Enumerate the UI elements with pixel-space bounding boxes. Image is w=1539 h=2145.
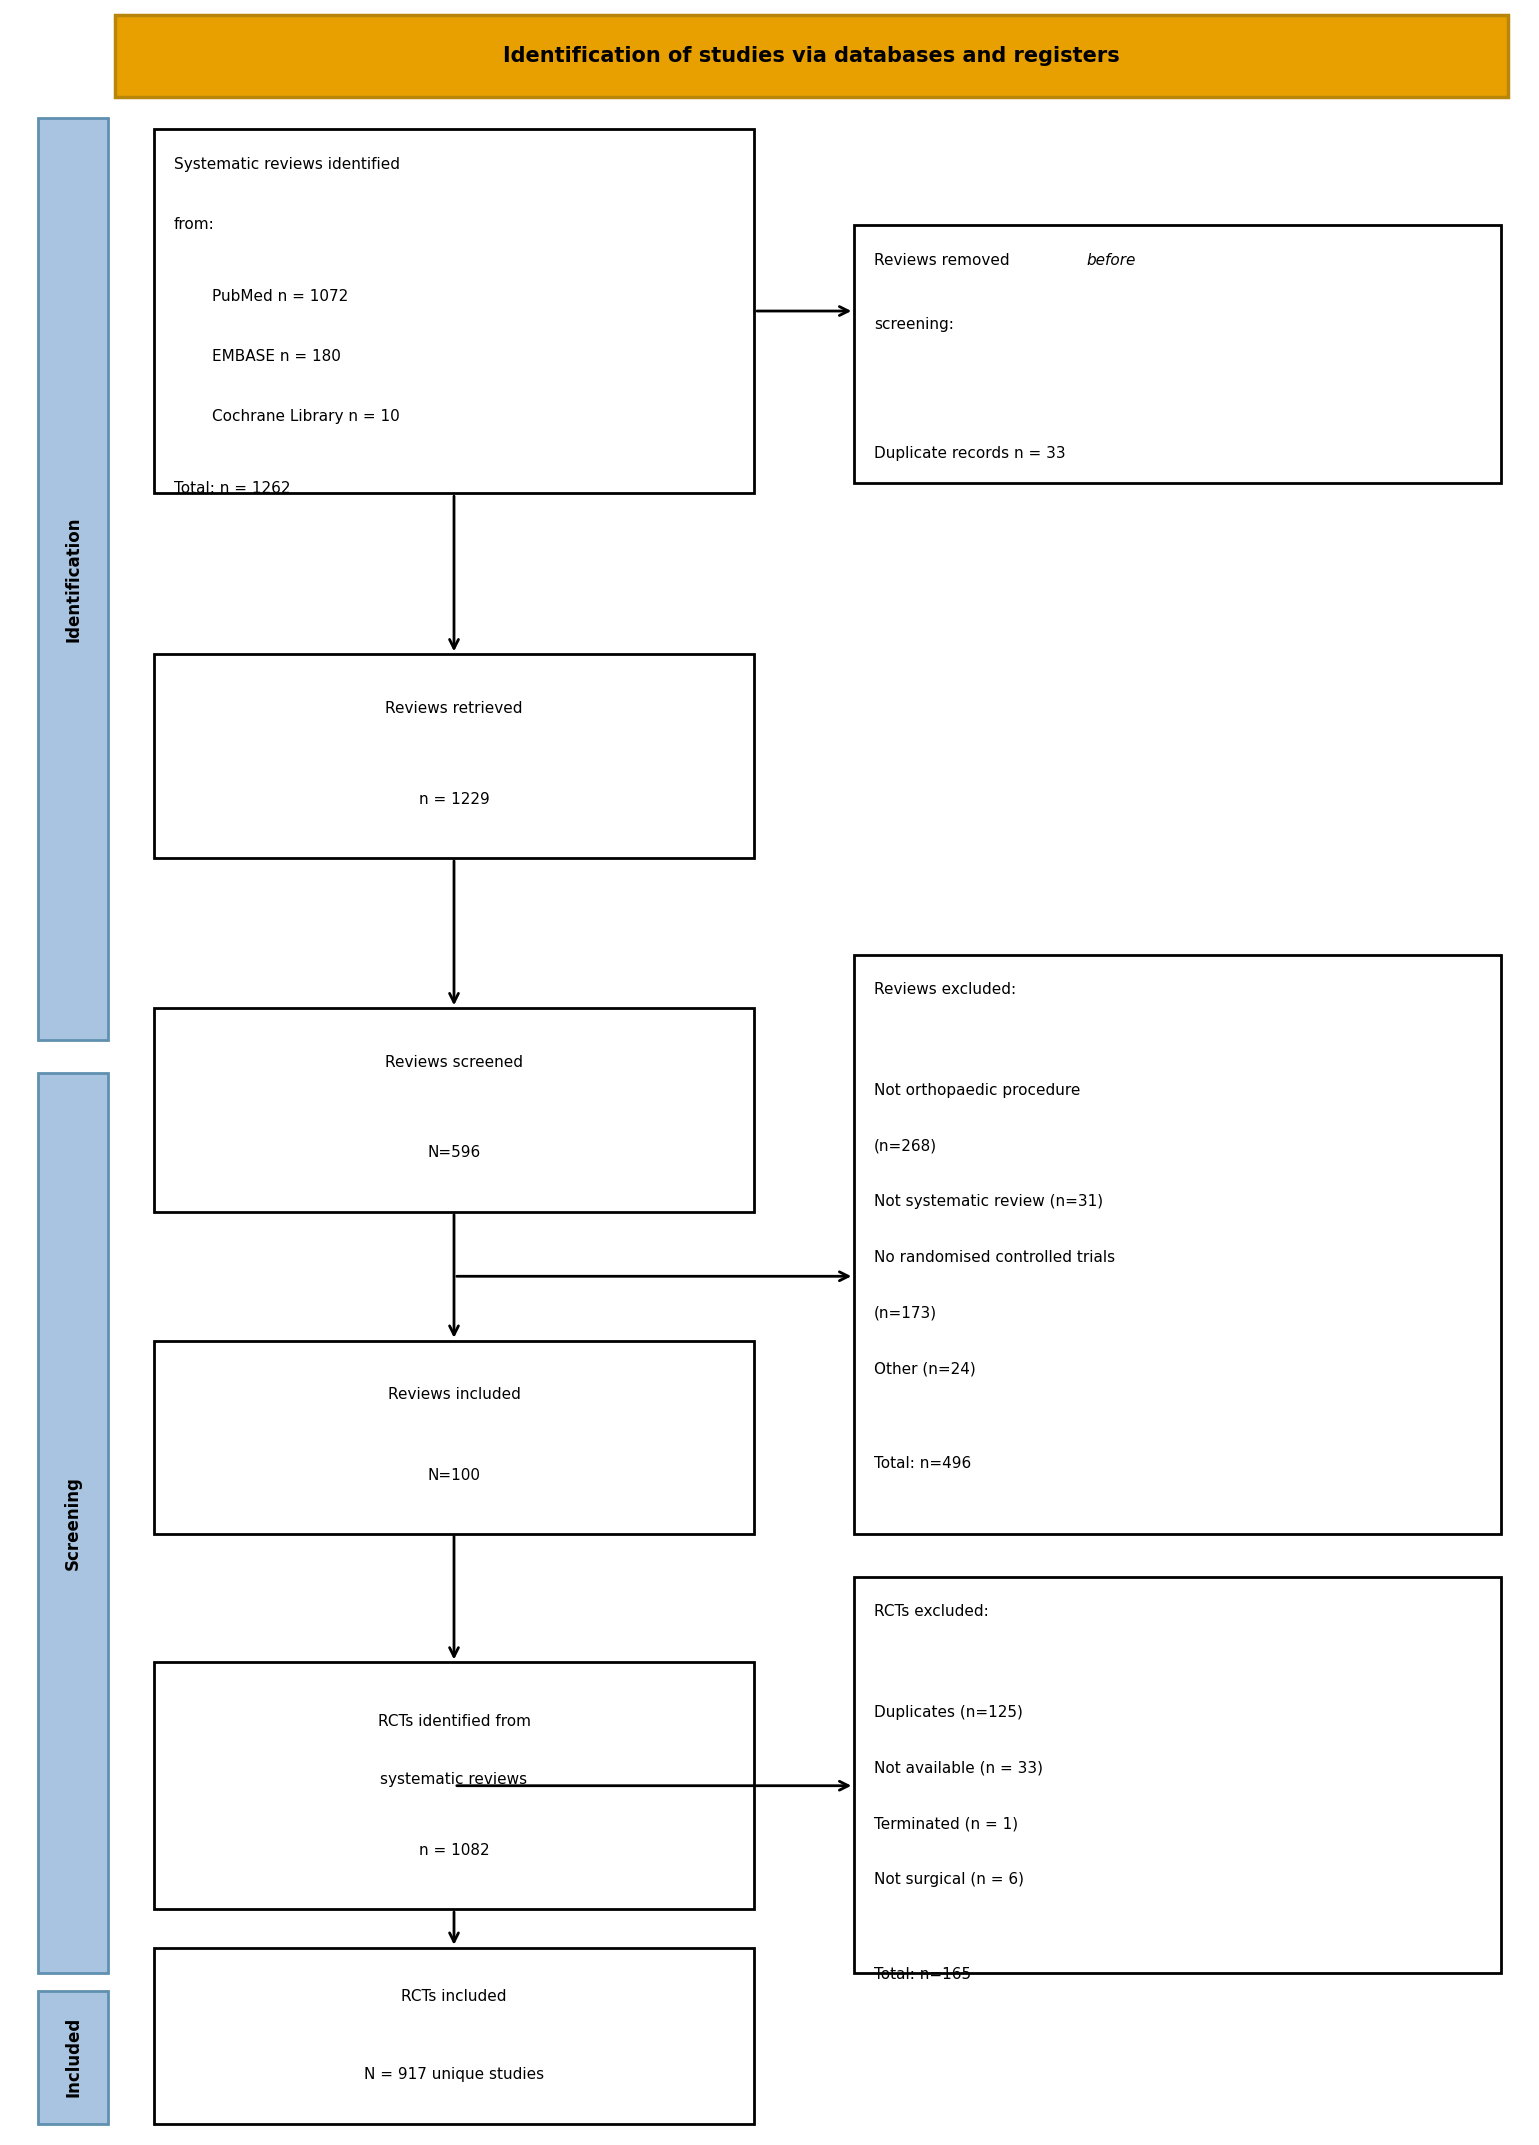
Text: EMBASE n = 180: EMBASE n = 180 [212,350,342,365]
Text: Not surgical (n = 6): Not surgical (n = 6) [874,1873,1023,1888]
Text: Reviews included: Reviews included [388,1388,520,1401]
Text: RCTs identified from: RCTs identified from [377,1714,531,1729]
FancyBboxPatch shape [154,1948,754,2124]
Text: Total: n=165: Total: n=165 [874,1967,971,1982]
FancyBboxPatch shape [154,129,754,493]
Text: screening:: screening: [874,317,954,332]
FancyBboxPatch shape [854,1577,1501,1973]
Text: No randomised controlled trials: No randomised controlled trials [874,1251,1116,1266]
FancyBboxPatch shape [154,1341,754,1534]
Text: from:: from: [174,217,214,232]
Text: Duplicates (n=125): Duplicates (n=125) [874,1705,1023,1720]
FancyBboxPatch shape [154,1662,754,1909]
FancyBboxPatch shape [854,225,1501,483]
Text: Screening: Screening [65,1476,82,1570]
Text: N = 917 unique studies: N = 917 unique studies [363,2068,545,2081]
Text: PubMed n = 1072: PubMed n = 1072 [212,290,349,305]
Text: n = 1082: n = 1082 [419,1843,489,1858]
Text: Total: n=496: Total: n=496 [874,1456,971,1471]
Text: Not orthopaedic procedure: Not orthopaedic procedure [874,1083,1080,1098]
Text: Total: n = 1262: Total: n = 1262 [174,480,291,495]
Text: Systematic reviews identified: Systematic reviews identified [174,157,400,172]
Text: Terminated (n = 1): Terminated (n = 1) [874,1817,1019,1832]
FancyBboxPatch shape [854,955,1501,1534]
Text: (n=173): (n=173) [874,1306,937,1321]
FancyBboxPatch shape [38,1072,108,1973]
FancyBboxPatch shape [154,654,754,858]
FancyBboxPatch shape [154,1008,754,1212]
Text: Reviews removed: Reviews removed [874,253,1014,268]
Text: n = 1229: n = 1229 [419,792,489,807]
Text: Reviews excluded:: Reviews excluded: [874,982,1016,997]
FancyBboxPatch shape [38,118,108,1040]
Text: N=100: N=100 [428,1469,480,1482]
FancyBboxPatch shape [115,15,1508,97]
Text: Identification: Identification [65,517,82,641]
Text: Other (n=24): Other (n=24) [874,1362,976,1377]
Text: RCTs excluded:: RCTs excluded: [874,1604,990,1619]
Text: Not available (n = 33): Not available (n = 33) [874,1761,1043,1776]
Text: Not systematic review (n=31): Not systematic review (n=31) [874,1195,1103,1210]
Text: (n=268): (n=268) [874,1139,937,1154]
Text: Identification of studies via databases and registers: Identification of studies via databases … [503,45,1120,66]
Text: Reviews retrieved: Reviews retrieved [385,701,523,716]
Text: Included: Included [65,2016,82,2098]
FancyBboxPatch shape [38,1991,108,2124]
Text: systematic reviews: systematic reviews [380,1772,528,1787]
Text: Duplicate records n = 33: Duplicate records n = 33 [874,446,1067,461]
Text: RCTs included: RCTs included [402,1991,506,2003]
Text: before: before [1087,253,1136,268]
Text: N=596: N=596 [428,1145,480,1160]
Text: Reviews screened: Reviews screened [385,1055,523,1070]
Text: Cochrane Library n = 10: Cochrane Library n = 10 [212,410,400,425]
